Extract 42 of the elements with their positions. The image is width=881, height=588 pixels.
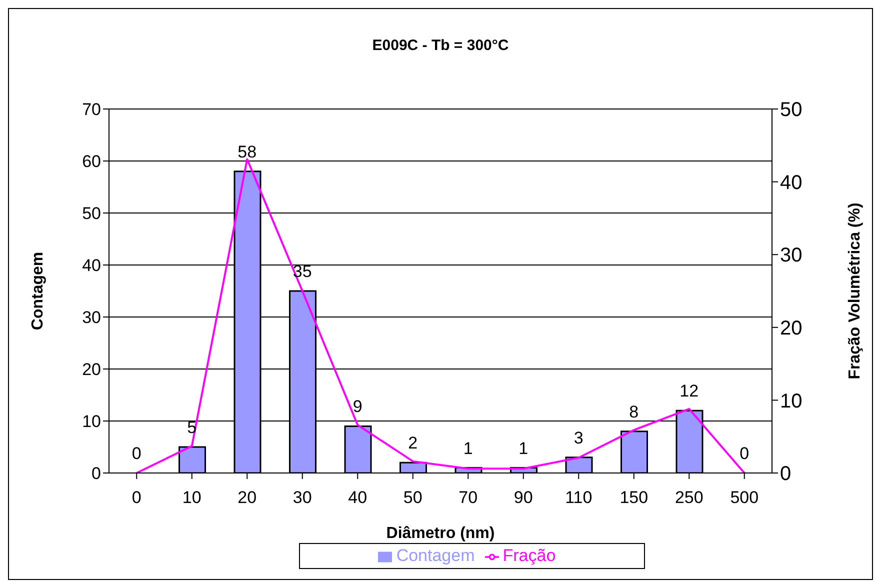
y2-tick-label: 10 <box>780 390 802 412</box>
y2-tick-label: 0 <box>780 463 792 486</box>
x-tick-label: 90 <box>514 488 533 508</box>
x-tick-label: 250 <box>674 488 704 508</box>
chart-title: E009C - Tb = 300°C <box>371 37 510 54</box>
x-tick-label: 10 <box>182 488 202 508</box>
y-tick-label: 0 <box>92 464 101 484</box>
x-tick-label: 20 <box>238 488 257 508</box>
y-tick-label: 50 <box>82 204 101 224</box>
x-tick-label: 0 <box>132 488 142 508</box>
y2-axis-title: Fração Volumétrica (%) <box>846 202 864 380</box>
x-axis-title: Diâmetro (nm) <box>386 525 495 542</box>
x-tick-label: 70 <box>458 488 478 508</box>
data-label: 0 <box>740 444 750 463</box>
legend-label: Contagem <box>396 546 475 565</box>
data-label: 12 <box>680 382 699 401</box>
data-label: 2 <box>408 434 418 453</box>
data-label: 58 <box>238 142 257 162</box>
data-label: 9 <box>352 397 362 416</box>
y-tick-label: 60 <box>82 152 101 172</box>
data-label: 3 <box>574 428 584 448</box>
y2-tick-label: 40 <box>780 172 802 194</box>
data-label: 1 <box>463 438 473 458</box>
x-tick-label: 110 <box>565 488 592 508</box>
y-tick-label: 10 <box>82 412 101 432</box>
data-label: 8 <box>629 402 639 422</box>
legend-label: Fração <box>502 546 556 565</box>
x-tick-label: 150 <box>620 488 648 508</box>
y-tick-label: 30 <box>82 308 101 328</box>
x-tick-label: 50 <box>403 488 422 508</box>
y-tick-label: 70 <box>82 100 101 120</box>
x-tick-label: 40 <box>348 488 368 508</box>
y-axis-title: Contagem <box>30 252 47 330</box>
x-tick-label: 30 <box>292 488 312 508</box>
y-tick-label: 20 <box>82 360 101 380</box>
y2-tick-label: 30 <box>780 244 802 267</box>
x-tick-label: 500 <box>730 488 759 508</box>
y-tick-label: 40 <box>82 256 101 276</box>
data-label: 0 <box>132 444 142 463</box>
y2-tick-label: 50 <box>780 99 802 122</box>
data-label: 1 <box>518 438 528 458</box>
y2-tick-label: 20 <box>780 318 802 340</box>
